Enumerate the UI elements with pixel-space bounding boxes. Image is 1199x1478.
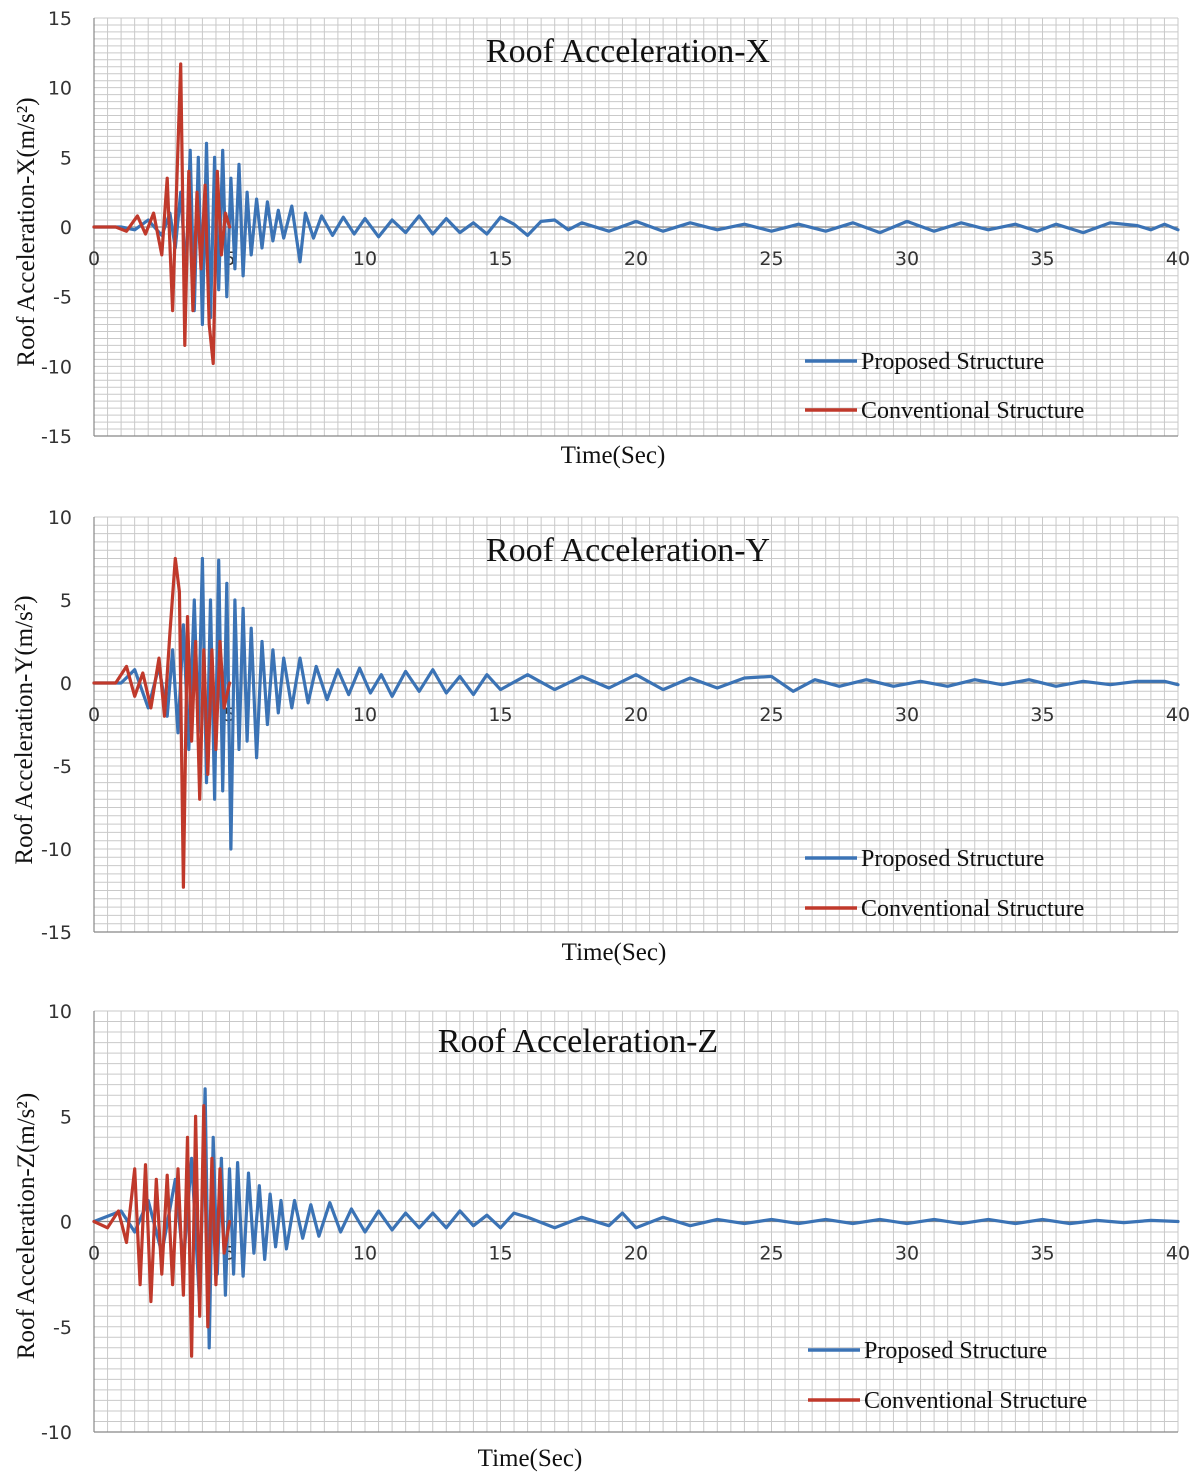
x-axis-label: Time(Sec) <box>562 939 667 966</box>
x-tick-label: 25 <box>759 248 783 270</box>
legend-label: Conventional Structure <box>861 398 1084 424</box>
x-tick-label: 10 <box>353 248 377 270</box>
x-tick-label: 35 <box>1030 1243 1054 1265</box>
y-tick-label: 5 <box>60 590 72 612</box>
x-tick-label: 30 <box>895 1243 919 1265</box>
x-tick-label: 0 <box>88 704 100 726</box>
chart-title: Roof Acceleration-Z <box>438 1023 718 1060</box>
y-tick-label: -10 <box>41 1422 72 1444</box>
chart-title: Roof Acceleration-Y <box>486 532 770 569</box>
y-tick-label: -15 <box>41 426 72 448</box>
series-line-1 <box>92 556 232 889</box>
x-tick-label: 15 <box>488 248 512 270</box>
legend-label: Proposed Structure <box>861 349 1044 375</box>
legend-label: Proposed Structure <box>864 1338 1047 1364</box>
series-line-0 <box>92 141 1180 327</box>
y-axis-label: Roof Acceleration-X(m/s²) <box>13 97 40 366</box>
legend: Proposed Structure Conventional Structure <box>805 846 1084 922</box>
x-tick-label: 30 <box>895 248 919 270</box>
x-tick-label: 40 <box>1166 248 1190 270</box>
x-tick-label: 35 <box>1030 248 1054 270</box>
x-tick-label: 0 <box>88 248 100 270</box>
y-tick-label: 5 <box>60 1106 72 1128</box>
y-tick-label: 0 <box>60 1212 72 1234</box>
y-axis-label: Roof Acceleration-Z(m/s²) <box>13 1093 40 1359</box>
x-tick-label: 20 <box>624 1243 648 1265</box>
y-tick-label: -15 <box>41 922 72 944</box>
legend-label: Conventional Structure <box>864 1388 1087 1414</box>
x-tick-label: 25 <box>759 1243 783 1265</box>
x-tick-label: 40 <box>1166 1243 1190 1265</box>
series-line-1 <box>92 1104 232 1358</box>
series-line-1 <box>92 62 232 366</box>
legend: Proposed Structure Conventional Structure <box>808 1338 1087 1414</box>
chart-title: Roof Acceleration-X <box>486 33 770 70</box>
y-tick-label: 0 <box>60 673 72 695</box>
x-tick-label: 35 <box>1030 704 1054 726</box>
legend-label: Proposed Structure <box>861 846 1044 872</box>
y-axis-label: Roof Acceleration-Y(m/s²) <box>11 595 38 864</box>
x-tick-label: 25 <box>759 704 783 726</box>
y-tick-label: 15 <box>48 8 72 30</box>
x-tick-label: 0 <box>88 1243 100 1265</box>
y-tick-label: -5 <box>53 756 72 778</box>
y-tick-label: 10 <box>48 507 72 529</box>
x-tick-label: 40 <box>1166 704 1190 726</box>
x-tick-label: 10 <box>353 704 377 726</box>
y-tick-label: -5 <box>53 287 72 309</box>
y-tick-label: 10 <box>48 78 72 100</box>
y-tick-label: 10 <box>48 1001 72 1023</box>
x-tick-label: 20 <box>624 704 648 726</box>
y-tick-label: -10 <box>41 356 72 378</box>
legend: Proposed Structure Conventional Structure <box>805 349 1084 424</box>
x-axis-label: Time(Sec) <box>478 1445 583 1472</box>
x-tick-label: 30 <box>895 704 919 726</box>
x-tick-label: 15 <box>488 704 512 726</box>
y-tick-label: -5 <box>53 1317 72 1339</box>
x-tick-label: 10 <box>353 1243 377 1265</box>
x-tick-label: 20 <box>624 248 648 270</box>
x-tick-label: 15 <box>488 1243 512 1265</box>
legend-label: Conventional Structure <box>861 896 1084 922</box>
x-axis-label: Time(Sec) <box>561 442 666 469</box>
gridlines <box>93 516 1179 933</box>
y-tick-label: -10 <box>41 839 72 861</box>
y-tick-label: 0 <box>60 217 72 239</box>
y-tick-label: 5 <box>60 147 72 169</box>
